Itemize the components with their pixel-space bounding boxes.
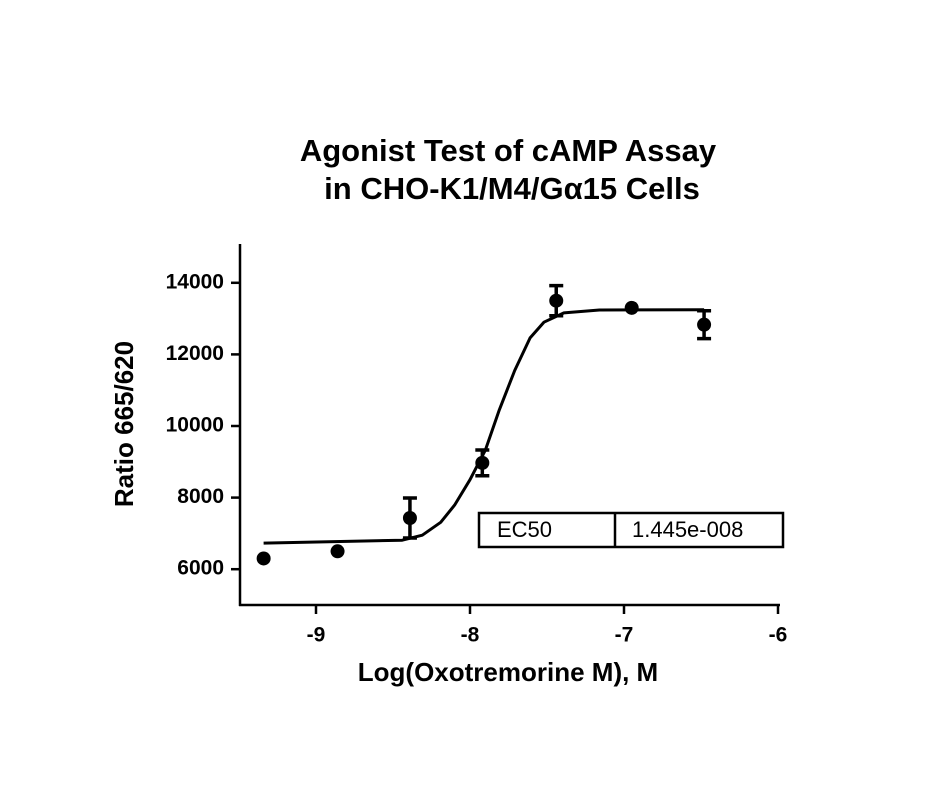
y-tick-label: 6000 (177, 557, 224, 580)
x-axis-title: Log(Oxotremorine M), M (358, 657, 658, 687)
data-point (549, 293, 564, 308)
ec50-label: EC50 (497, 517, 552, 542)
y-axis-title: Ratio 665/620 (109, 341, 139, 507)
y-tick-label: 14000 (166, 270, 224, 293)
data-point (697, 317, 712, 332)
chart-title: in CHO-K1/M4/Gα15 Cells (324, 171, 700, 206)
x-tick-label: -8 (461, 624, 480, 647)
x-tick-label: -7 (615, 624, 634, 647)
data-point (330, 544, 345, 559)
y-tick-label: 12000 (166, 342, 224, 365)
ec50-value: 1.445e-008 (632, 517, 743, 542)
data-point (475, 455, 490, 470)
x-tick-label: -6 (769, 624, 788, 647)
data-point (256, 551, 271, 566)
x-tick-label: -9 (307, 624, 326, 647)
fit-curve (263, 308, 705, 545)
data-point (624, 300, 639, 315)
chart-title: Agonist Test of cAMP Assay (300, 133, 717, 168)
ec50-box (477, 511, 785, 549)
y-tick-label: 8000 (177, 485, 224, 508)
data-point (402, 511, 417, 526)
y-tick-label: 10000 (166, 414, 224, 437)
